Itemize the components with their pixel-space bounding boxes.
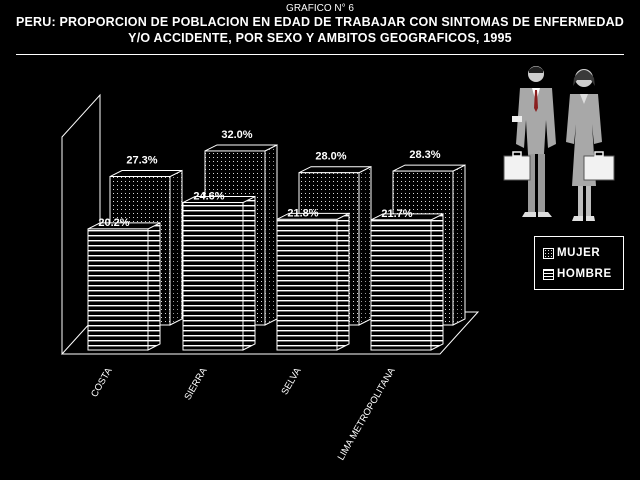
category-label-2: SELVA	[279, 365, 303, 396]
bar-mujer-2-side	[358, 165, 372, 326]
category-label-0: COSTA	[89, 365, 115, 399]
category-labels: COSTA SIERRA SELVA LIMA METROPOLITANA	[89, 365, 398, 462]
legend-label-mujer: MUJER	[557, 247, 601, 259]
chart-legend: MUJER HOMBRE	[534, 236, 624, 290]
chart-floor	[60, 311, 480, 355]
category-label-3: LIMA METROPOLITANA	[336, 365, 398, 462]
bar-hombre-1	[182, 195, 256, 351]
bar-hombre-1-side	[242, 195, 256, 351]
dotted-swatch-icon	[543, 247, 554, 259]
bar-mujer-3-top	[392, 164, 466, 172]
chart-frame	[60, 93, 480, 355]
bar-hombre-0-face	[87, 228, 149, 351]
bar-mujer-1-top	[204, 144, 278, 152]
bar-hombre-3	[370, 213, 444, 351]
chart-title-line2: Y/O ACCIDENTE, POR SEXO Y AMBITOS GEOGRA…	[128, 31, 512, 45]
businessman-figure	[503, 66, 556, 217]
label-mujer-1: 32.0%	[221, 129, 252, 141]
label-mujer-2: 28.0%	[315, 151, 346, 163]
figure-number: GRAFICO N° 6	[286, 3, 354, 14]
value-labels: 27.3% 20.2% 32.0% 24.6% 28.0% 21.8% 28.3% 21.7%	[98, 129, 440, 229]
title-divider	[16, 54, 624, 55]
legend-item-hombre: HOMBRE	[543, 268, 612, 280]
bar-hombre-1-face	[182, 202, 244, 351]
chart-left-wall	[61, 93, 101, 354]
label-hombre-0: 20.2%	[98, 217, 129, 229]
hombre-bars	[87, 195, 444, 351]
bar-hombre-2-face	[276, 218, 338, 351]
label-hombre-3: 21.7%	[381, 208, 412, 220]
people-illustration	[503, 66, 615, 221]
bar-mujer-3-side	[452, 164, 466, 326]
bar-hombre-3-side	[430, 213, 444, 351]
striped-swatch-icon	[543, 268, 554, 280]
bar-hombre-0-side	[147, 222, 161, 351]
bar-mujer-1-side	[264, 144, 278, 326]
bar-mujer-0-top	[109, 170, 183, 178]
businesswoman-figure	[566, 69, 615, 221]
bar-hombre-3-face	[370, 219, 432, 351]
label-mujer-3: 28.3%	[409, 149, 440, 161]
chart-title-line1: PERU: PROPORCION DE POBLACION EN EDAD DE…	[15, 15, 625, 29]
bar-hombre-2	[276, 212, 350, 351]
legend-label-hombre: HOMBRE	[557, 268, 612, 280]
bar-hombre-0	[87, 222, 161, 351]
bar-hombre-2-side	[336, 212, 350, 351]
label-mujer-0: 27.3%	[126, 155, 157, 167]
label-hombre-2: 21.8%	[287, 207, 318, 219]
category-label-1: SIERRA	[182, 365, 210, 402]
legend-item-mujer: MUJER	[543, 247, 600, 259]
bar-mujer-0-side	[169, 169, 183, 326]
label-hombre-1: 24.6%	[193, 191, 224, 203]
bar-mujer-2-top	[298, 166, 372, 174]
